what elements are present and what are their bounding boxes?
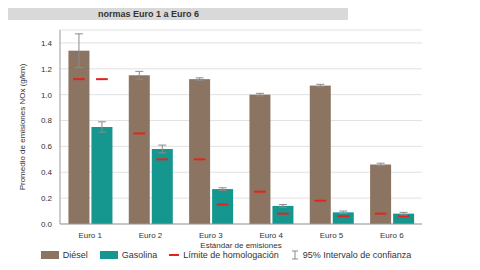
svg-text:Euro 1: Euro 1 (78, 231, 102, 240)
svg-text:Euro 4: Euro 4 (259, 231, 283, 240)
html-text:Diésel: Diésel (62, 250, 88, 260)
svg-text:Euro 2: Euro 2 (139, 231, 163, 240)
svg-text:1.0: 1.0 (41, 91, 53, 100)
svg-text:0.2: 0.2 (41, 194, 53, 203)
svg-text:0.0: 0.0 (41, 220, 53, 229)
svg-text:Promedio de emisiones NOx (g/k: Promedio de emisiones NOx (g/km) (18, 63, 27, 190)
svg-text:0.8: 0.8 (41, 116, 53, 125)
svg-text:Euro 5: Euro 5 (320, 231, 344, 240)
html-text:95% Intervalo de confianza: 95% Intervalo de confianza (302, 250, 412, 260)
svg-text:Estándar de emisiones: Estándar de emisiones (200, 241, 281, 250)
svg-text:0.4: 0.4 (41, 168, 53, 177)
svg-text:1.4: 1.4 (41, 39, 53, 48)
svg-text:0.6: 0.6 (41, 142, 53, 151)
svg-text:Euro 3: Euro 3 (199, 231, 223, 240)
html-text:normas Euro 1 a Euro 6: normas Euro 1 a Euro 6 (98, 9, 199, 19)
svg-text:1.2: 1.2 (41, 65, 53, 74)
html-text:Gasolina: Gasolina (121, 250, 158, 260)
svg-text:Euro 6: Euro 6 (380, 231, 404, 240)
html-text:Límite de homologación: Límite de homologación (183, 250, 279, 260)
